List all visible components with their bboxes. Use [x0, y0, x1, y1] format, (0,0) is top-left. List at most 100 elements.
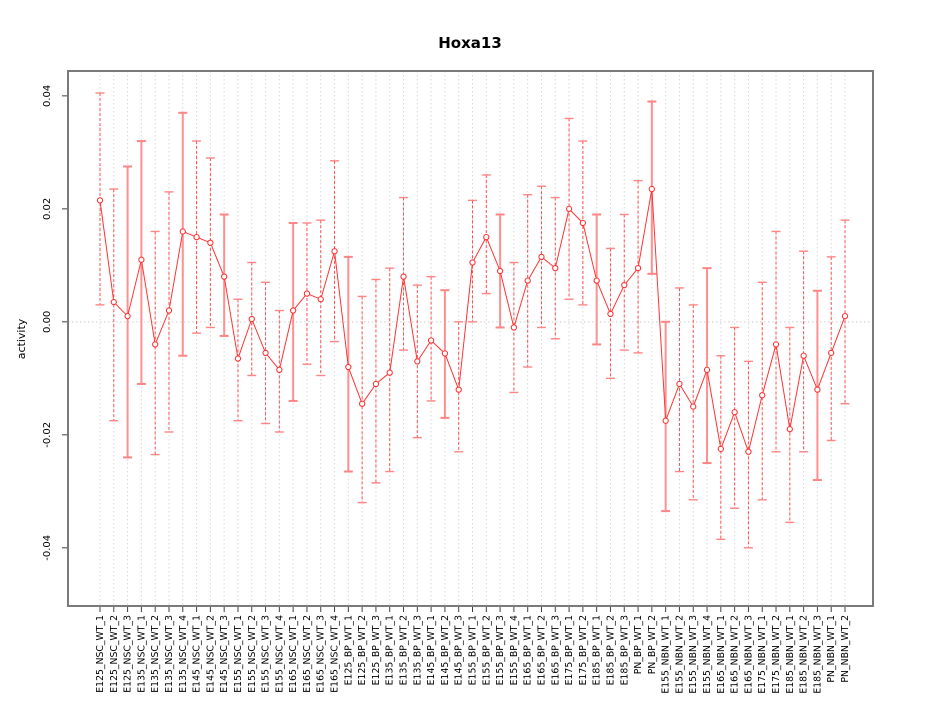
- y-tick-label: 0.00: [42, 311, 53, 333]
- x-tick-label: E135_BP_WT_3: [412, 615, 423, 685]
- y-tick-label: 0.04: [42, 85, 53, 107]
- x-tick-label: E165_NBN_WT_2: [730, 615, 741, 694]
- x-tick-label: E125_NSC_WT_3: [123, 615, 134, 693]
- x-tick-label: E155_BP_WT_4: [509, 615, 520, 685]
- x-tick-label: E165_NSC_WT_4: [330, 615, 341, 693]
- data-point: [234, 355, 242, 362]
- data-point: [496, 267, 504, 275]
- data-point: [800, 352, 807, 359]
- data-points: [96, 185, 849, 455]
- x-tick-label: E185_NBN_WT_3: [812, 615, 823, 694]
- x-tick-label: E125_BP_WT_1: [343, 615, 354, 685]
- y-tick-label: -0.02: [42, 422, 53, 448]
- data-point: [524, 277, 531, 284]
- y-tick-label: 0.02: [42, 198, 53, 220]
- data-point: [634, 265, 642, 272]
- y-tick-label: -0.04: [42, 535, 53, 561]
- x-tick-label: E165_NSC_WT_2: [302, 615, 313, 693]
- x-tick-label: E135_NSC_WT_2: [150, 615, 161, 693]
- data-point: [676, 380, 683, 388]
- data-point: [221, 273, 228, 280]
- x-tick-label: PN_BP_WT_2: [647, 615, 658, 674]
- data-point: [358, 400, 366, 407]
- data-point: [179, 228, 186, 235]
- x-tick-label: E165_NSC_WT_3: [316, 615, 327, 693]
- x-tick-label: E165_BP_WT_3: [550, 615, 561, 685]
- chart-title: Hoxa13: [438, 34, 502, 52]
- x-tick-label: E165_NBN_WT_3: [743, 615, 754, 694]
- x-tick-label: E135_BP_WT_1: [385, 615, 396, 685]
- x-tick-label: E125_NSC_WT_2: [109, 615, 120, 693]
- x-tick-label: E185_NBN_WT_1: [785, 615, 796, 694]
- x-tick-label: PN_NBN_WT_1: [826, 615, 837, 683]
- data-point: [745, 448, 752, 455]
- x-tick-label: E175_BP_WT_1: [564, 615, 575, 685]
- data-point: [441, 350, 449, 357]
- data-point: [648, 185, 656, 193]
- data-point: [772, 341, 780, 348]
- data-point: [331, 248, 338, 255]
- data-point: [538, 253, 545, 261]
- x-tick-label: E165_NBN_WT_1: [716, 615, 727, 694]
- frame-rect: [67, 70, 874, 607]
- x-tick-label: E135_NSC_WT_4: [178, 615, 189, 693]
- x-axis: E125_NSC_WT_1 E125_NSC_WT_2 E125_NSC_WT_3 E…: [95, 607, 851, 694]
- data-point: [152, 341, 159, 348]
- data-point: [455, 386, 462, 393]
- x-tick-label: E145_NSC_WT_3: [219, 615, 230, 693]
- x-tick-label: E155_NSC_WT_2: [247, 615, 258, 693]
- x-tick-label: E125_BP_WT_2: [357, 615, 368, 685]
- data-point: [607, 310, 614, 318]
- x-tick-label: E175_NBN_WT_1: [757, 615, 768, 694]
- data-point: [717, 445, 724, 453]
- data-point: [510, 324, 518, 331]
- x-tick-label: E145_BP_WT_1: [426, 615, 437, 685]
- x-tick-label: E185_BP_WT_2: [605, 615, 616, 685]
- data-point: [786, 426, 793, 433]
- x-tick-label: E165_BP_WT_1: [523, 615, 534, 685]
- x-tick-label: E135_NSC_WT_3: [164, 615, 175, 693]
- data-point: [400, 273, 407, 280]
- x-tick-label: E185_NBN_WT_2: [799, 615, 810, 694]
- y-axis: 0.04 0.02 0.00 -0.02 -0.04: [42, 85, 67, 561]
- data-point: [96, 197, 104, 204]
- data-point: [427, 337, 435, 344]
- data-point: [124, 313, 131, 320]
- data-point: [814, 386, 821, 393]
- data-point: [193, 233, 200, 241]
- data-point: [138, 256, 145, 263]
- data-point: [386, 369, 393, 376]
- x-tick-label: E135_NSC_WT_1: [136, 615, 147, 693]
- x-tick-label: E155_NBN_WT_3: [688, 615, 699, 694]
- data-point: [303, 290, 311, 297]
- x-tick-label: E145_NSC_WT_1: [192, 615, 203, 693]
- data-point: [262, 349, 269, 357]
- data-point: [110, 298, 117, 306]
- y-axis-title: activity: [15, 318, 28, 359]
- x-tick-label: E155_NSC_WT_1: [233, 615, 244, 693]
- x-tick-label: E165_NSC_WT_1: [288, 615, 299, 693]
- data-point: [372, 380, 380, 388]
- data-point: [207, 239, 214, 246]
- x-tick-label: PN_NBN_WT_2: [840, 615, 851, 683]
- data-point: [469, 259, 476, 266]
- x-tick-label: E155_BP_WT_1: [468, 615, 479, 685]
- x-tick-label: E155_NBN_WT_1: [661, 615, 672, 694]
- gridlines: [68, 71, 873, 606]
- data-point: [841, 313, 849, 320]
- data-point: [759, 392, 766, 399]
- x-tick-label: E135_BP_WT_2: [399, 615, 410, 685]
- x-tick-label: E155_NBN_WT_2: [674, 615, 685, 694]
- data-point: [414, 358, 421, 365]
- x-tick-label: E175_NBN_WT_2: [771, 615, 782, 694]
- data-point: [662, 417, 669, 424]
- x-tick-label: E155_NSC_WT_3: [261, 615, 272, 693]
- data-point: [828, 349, 835, 357]
- data-point: [276, 366, 283, 374]
- data-point: [248, 315, 255, 323]
- data-point: [731, 409, 738, 416]
- data-point: [690, 403, 697, 410]
- data-point: [703, 366, 711, 374]
- data-point: [552, 265, 559, 272]
